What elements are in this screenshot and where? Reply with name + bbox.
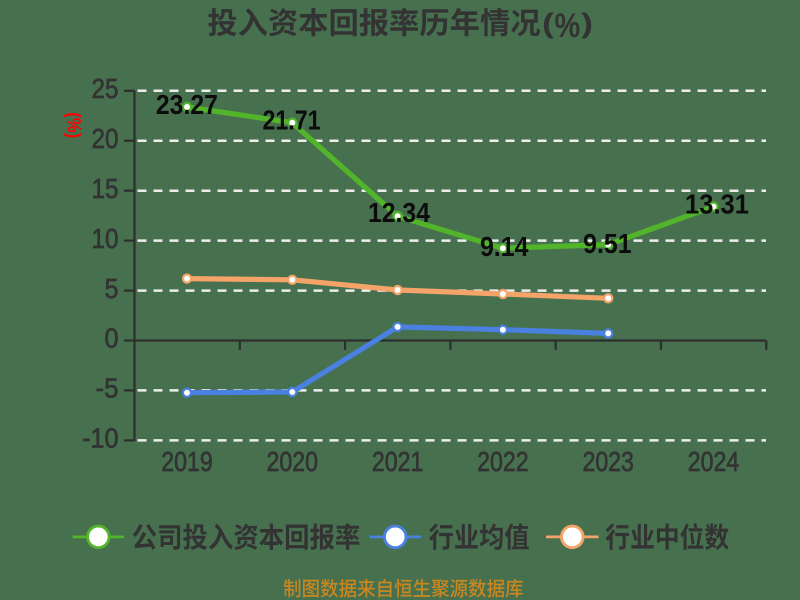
svg-text:): ) <box>581 7 593 38</box>
svg-text:(: ( <box>542 7 555 38</box>
svg-text:23.27: 23.27 <box>156 89 218 120</box>
svg-text:10: 10 <box>92 223 119 254</box>
svg-text:0: 0 <box>105 323 119 354</box>
svg-text:12.34: 12.34 <box>368 197 430 228</box>
svg-text:5: 5 <box>105 273 119 304</box>
svg-text:(%): (%) <box>63 112 84 138</box>
svg-text:-10: -10 <box>82 423 119 454</box>
svg-text:15: 15 <box>92 173 119 204</box>
svg-text:13.31: 13.31 <box>685 188 749 219</box>
svg-text:2023: 2023 <box>582 446 634 477</box>
svg-text:2020: 2020 <box>267 446 319 477</box>
svg-text:%: % <box>555 6 581 45</box>
svg-text:2019: 2019 <box>161 446 213 477</box>
svg-text:2022: 2022 <box>477 446 529 477</box>
svg-text:2024: 2024 <box>688 446 740 477</box>
svg-text:20: 20 <box>92 123 119 154</box>
svg-text:2021: 2021 <box>372 446 424 477</box>
svg-text:21.71: 21.71 <box>263 104 321 135</box>
svg-text:25: 25 <box>92 73 119 104</box>
svg-text:-5: -5 <box>96 373 119 404</box>
svg-text:9.14: 9.14 <box>480 231 529 262</box>
svg-text:9.51: 9.51 <box>583 228 632 259</box>
